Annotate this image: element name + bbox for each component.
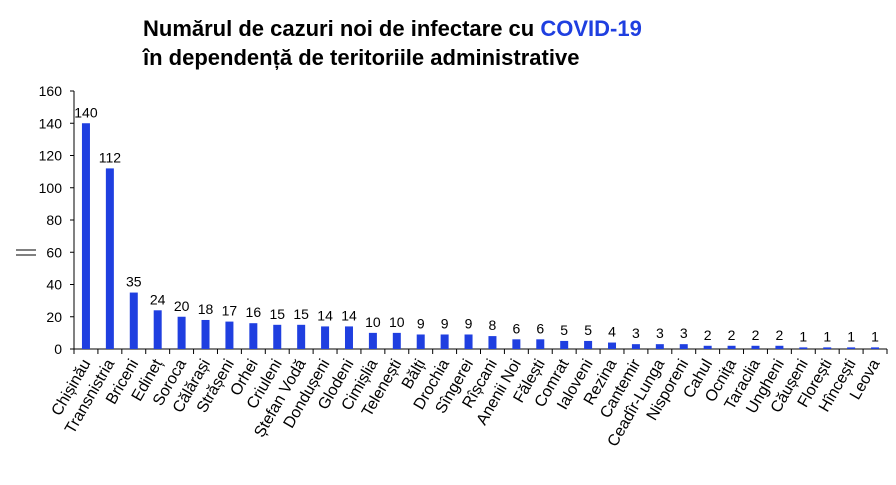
data-label: 14 — [341, 307, 357, 323]
axis-break-mark — [16, 249, 36, 256]
data-label: 5 — [560, 322, 568, 338]
bar — [105, 168, 114, 349]
bar — [536, 339, 545, 349]
bar — [655, 344, 664, 349]
bar — [823, 347, 832, 349]
y-tick-label: 20 — [46, 309, 62, 325]
bar — [153, 310, 162, 349]
bar — [177, 316, 186, 349]
data-label: 10 — [389, 314, 405, 330]
bar — [727, 345, 736, 349]
bar — [847, 347, 856, 349]
data-label: 1 — [823, 328, 831, 344]
data-label: 3 — [680, 325, 688, 341]
data-label: 9 — [441, 315, 449, 331]
chart-title-line-1: Numărul de cazuri noi de infectare cu CO… — [143, 14, 642, 43]
data-label: 10 — [365, 314, 381, 330]
bar — [799, 347, 808, 349]
bar — [249, 323, 258, 349]
data-label: 24 — [150, 291, 166, 307]
data-label: 140 — [74, 104, 98, 120]
bar — [871, 347, 880, 349]
data-label: 2 — [704, 327, 712, 343]
bar — [751, 345, 760, 349]
data-label: 6 — [512, 320, 520, 336]
data-label: 1 — [799, 328, 807, 344]
bar — [464, 334, 473, 349]
data-label: 18 — [198, 301, 214, 317]
chart-title-highlight: COVID-19 — [540, 16, 642, 41]
y-tick-label: 160 — [39, 83, 63, 99]
bar — [344, 326, 353, 349]
data-label: 2 — [752, 327, 760, 343]
y-tick-label: 0 — [54, 341, 62, 357]
data-label: 4 — [608, 324, 616, 340]
data-label: 17 — [222, 303, 238, 319]
data-label: 3 — [656, 325, 664, 341]
bar — [201, 319, 210, 349]
bar — [584, 340, 593, 349]
data-label: 16 — [246, 304, 262, 320]
data-label: 9 — [465, 315, 473, 331]
bar — [703, 345, 712, 349]
data-label: 5 — [584, 322, 592, 338]
y-tick-label: 100 — [39, 180, 63, 196]
bar — [392, 332, 401, 349]
bar — [512, 339, 521, 349]
bar — [560, 340, 569, 349]
bar — [273, 324, 282, 349]
data-label: 6 — [536, 320, 544, 336]
chart-title-line-2: în dependență de teritoriile administrat… — [143, 45, 580, 70]
data-label: 2 — [728, 327, 736, 343]
bar — [129, 292, 138, 349]
data-label: 112 — [99, 149, 122, 165]
data-label: 3 — [632, 325, 640, 341]
data-label: 15 — [269, 306, 285, 322]
bar — [631, 344, 640, 349]
data-label: 8 — [489, 317, 497, 333]
bar — [679, 344, 688, 349]
chart-title-prefix: Numărul de cazuri noi de infectare cu — [143, 16, 541, 41]
bar — [488, 336, 497, 349]
y-tick-label: 40 — [46, 277, 62, 293]
y-tick-label: 120 — [39, 148, 63, 164]
data-label: 15 — [293, 306, 309, 322]
data-label: 1 — [847, 328, 855, 344]
bar — [297, 324, 306, 349]
data-label: 1 — [871, 328, 879, 344]
y-tick-label: 60 — [46, 244, 62, 260]
data-label: 35 — [126, 274, 142, 290]
bar — [608, 342, 617, 349]
data-label: 2 — [775, 327, 783, 343]
data-label: 9 — [417, 315, 425, 331]
y-tick-label: 140 — [39, 115, 63, 131]
bar — [416, 334, 425, 349]
bar — [321, 326, 330, 349]
data-label: 20 — [174, 298, 190, 314]
data-label: 14 — [317, 307, 333, 323]
bar — [368, 332, 377, 349]
y-tick-label: 80 — [46, 212, 62, 228]
bar — [81, 123, 90, 349]
chart-title: Numărul de cazuri noi de infectare cu CO… — [143, 14, 642, 72]
bar — [775, 345, 784, 349]
bar — [440, 334, 449, 349]
bar — [225, 321, 234, 349]
